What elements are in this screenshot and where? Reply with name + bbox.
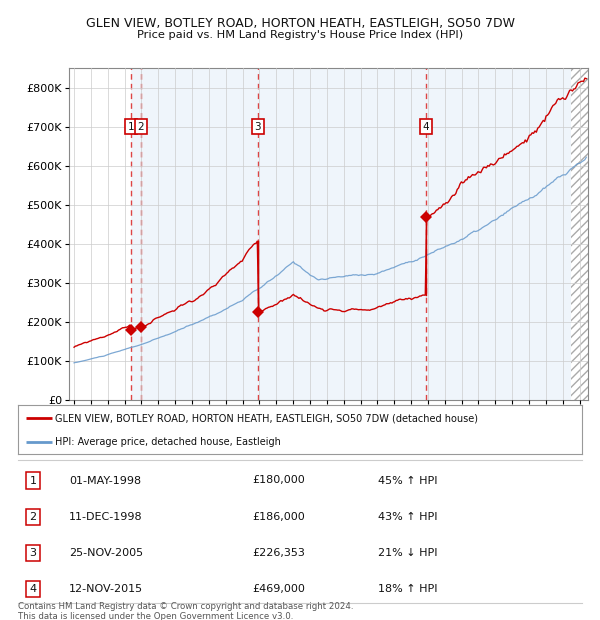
Text: 18% ↑ HPI: 18% ↑ HPI [378,584,437,594]
Text: 21% ↓ HPI: 21% ↓ HPI [378,548,437,558]
Text: Contains HM Land Registry data © Crown copyright and database right 2024.
This d: Contains HM Land Registry data © Crown c… [18,601,353,620]
Text: 12-NOV-2015: 12-NOV-2015 [69,584,143,594]
Text: HPI: Average price, detached house, Eastleigh: HPI: Average price, detached house, East… [55,437,281,447]
Bar [571,68,588,400]
Text: 3: 3 [254,122,261,131]
Text: 2: 2 [137,122,144,131]
Text: £226,353: £226,353 [252,548,305,558]
Bar [571,68,588,400]
Text: 4: 4 [422,122,429,131]
Bar [131,68,571,400]
Text: 43% ↑ HPI: 43% ↑ HPI [378,512,437,522]
Text: 4: 4 [29,584,37,594]
Text: 45% ↑ HPI: 45% ↑ HPI [378,476,437,485]
Text: £469,000: £469,000 [252,584,305,594]
Text: 11-DEC-1998: 11-DEC-1998 [69,512,143,522]
Text: 25-NOV-2005: 25-NOV-2005 [69,548,143,558]
Text: 01-MAY-1998: 01-MAY-1998 [69,476,141,485]
Text: £186,000: £186,000 [252,512,305,522]
Text: GLEN VIEW, BOTLEY ROAD, HORTON HEATH, EASTLEIGH, SO50 7DW: GLEN VIEW, BOTLEY ROAD, HORTON HEATH, EA… [86,17,515,30]
Text: £180,000: £180,000 [252,476,305,485]
Text: 1: 1 [128,122,134,131]
Text: Price paid vs. HM Land Registry's House Price Index (HPI): Price paid vs. HM Land Registry's House … [137,30,463,40]
Text: 1: 1 [29,476,37,485]
Text: GLEN VIEW, BOTLEY ROAD, HORTON HEATH, EASTLEIGH, SO50 7DW (detached house): GLEN VIEW, BOTLEY ROAD, HORTON HEATH, EA… [55,413,478,423]
Text: 2: 2 [29,512,37,522]
Text: 3: 3 [29,548,37,558]
